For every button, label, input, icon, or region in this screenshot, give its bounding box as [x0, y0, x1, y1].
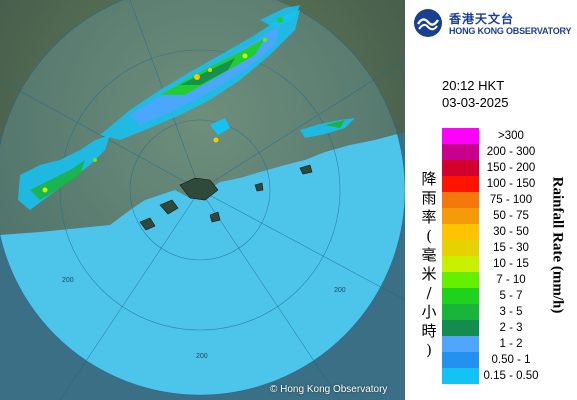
legend-swatch [442, 176, 479, 192]
legend-label: 2 - 3 [499, 322, 523, 334]
legend-row: 15 - 30 [442, 240, 577, 256]
legend-label: 100 - 150 [486, 178, 536, 190]
legend-row: 50 - 75 [442, 208, 577, 224]
range-label-east: 200 [334, 287, 346, 294]
legend-label: 75 - 100 [489, 194, 533, 206]
legend-swatch [442, 288, 479, 304]
legend-row: 3 - 5 [442, 304, 577, 320]
legend-row: 30 - 50 [442, 224, 577, 240]
legend-row: 150 - 200 [442, 160, 577, 176]
legend-row: 100 - 150 [442, 176, 577, 192]
logo-english-name: HONG KONG OBSERVATORY [449, 26, 572, 36]
legend-title-english: Rainfall Rate (mm/h) [549, 176, 566, 314]
legend-swatch [442, 128, 479, 144]
radar-map[interactable]: 200 200 200 © Hong Kong Observatory [0, 0, 405, 400]
legend-swatch [442, 192, 479, 208]
legend-row: 10 - 15 [442, 256, 577, 272]
legend-swatch [442, 352, 479, 368]
legend-swatch [442, 304, 479, 320]
legend-label: 30 - 50 [493, 226, 529, 238]
range-label-south: 200 [196, 353, 208, 360]
copyright-notice: © Hong Kong Observatory [270, 384, 388, 395]
hko-emblem-icon [413, 8, 443, 38]
legend-label: 10 - 15 [493, 258, 529, 270]
legend-row: 200 - 300 [442, 144, 577, 160]
legend-swatch [442, 336, 479, 352]
legend-label: 15 - 30 [493, 242, 529, 254]
legend-row: 7 - 10 [442, 272, 577, 288]
legend-row: 75 - 100 [442, 192, 577, 208]
legend-row: 2 - 3 [442, 320, 577, 336]
legend-label: 1 - 2 [499, 338, 523, 350]
logo-chinese-name: 香港天文台 [449, 12, 515, 26]
range-label-west: 200 [62, 277, 74, 284]
legend-label: 200 - 300 [486, 146, 536, 158]
legend-label: 50 - 75 [493, 210, 529, 222]
legend-swatch [442, 224, 479, 240]
observation-time: 20:12 HKT [442, 78, 505, 93]
legend-row: 5 - 7 [442, 288, 577, 304]
legend-title-english-wrapper: Rainfall Rate (mm/h) [547, 125, 567, 365]
legend-row: >300 [442, 128, 577, 144]
legend-row: 1 - 2 [442, 336, 577, 352]
legend-panel: 香港天文台 HONG KONG OBSERVATORY 20:12 HKT 03… [405, 0, 577, 400]
legend-swatch [442, 368, 479, 384]
legend-title-chinese: 降 雨 率 ( 毫 米 / 小 時 ) [421, 170, 437, 359]
rain-echoes [18, 5, 355, 210]
legend-label: 0.15 - 0.50 [483, 370, 539, 382]
legend-label: 0.50 - 1 [491, 354, 531, 366]
legend-swatch [442, 160, 479, 176]
range-rings [0, 0, 405, 400]
legend-swatch [442, 240, 479, 256]
legend-label: 5 - 7 [499, 290, 523, 302]
hko-logo[interactable]: 香港天文台 HONG KONG OBSERVATORY [413, 8, 573, 38]
legend-label: 7 - 10 [496, 274, 526, 286]
legend-row: 0.50 - 1 [442, 352, 577, 368]
legend-swatch [442, 272, 479, 288]
legend-label: >300 [498, 130, 524, 142]
observation-date: 03-03-2025 [442, 95, 509, 110]
legend-swatch [442, 144, 479, 160]
legend-label: 150 - 200 [486, 162, 536, 174]
legend-swatch [442, 256, 479, 272]
legend-row: 0.15 - 0.50 [442, 368, 577, 384]
legend-swatch [442, 320, 479, 336]
legend-label: 3 - 5 [499, 306, 523, 318]
legend-swatch [442, 208, 479, 224]
islands [139, 164, 313, 231]
